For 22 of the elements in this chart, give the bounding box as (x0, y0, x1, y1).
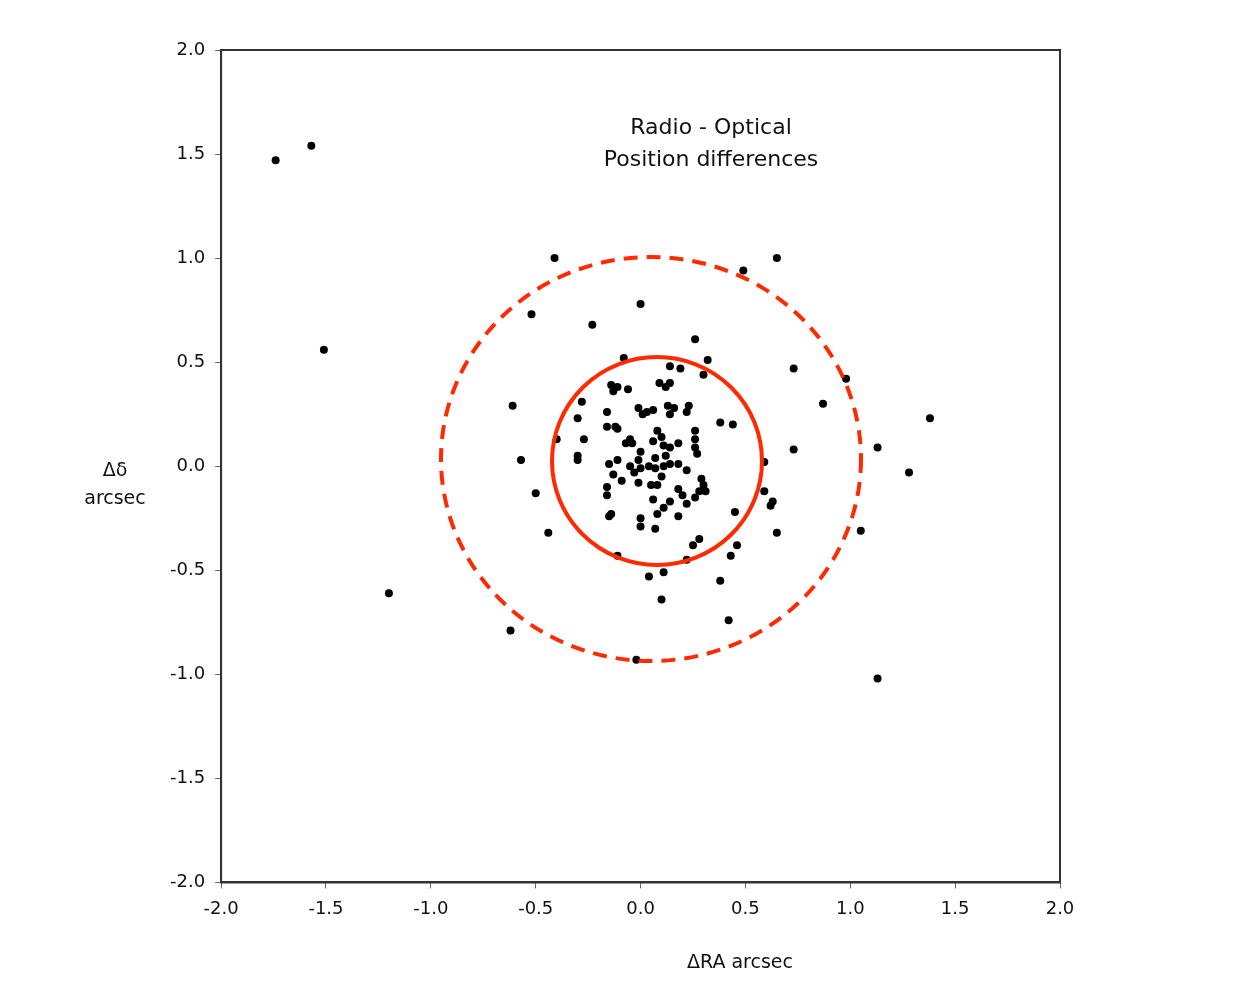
text: Position differences (603, 145, 819, 171)
x-tick-label: -2.0 (203, 896, 239, 918)
text: Radio - Optical (630, 113, 792, 139)
y-axis-title: Δδ arcsec (83, 457, 147, 510)
x-tick-label: 0.5 (731, 896, 760, 918)
y-tick-label: 0.5 (176, 349, 206, 371)
y-tick-label: -0.5 (170, 557, 206, 579)
x-tick-label: -0.5 (518, 896, 554, 918)
x-axis-title: ΔRA arcsec (686, 950, 794, 972)
y-tick-label: 2.0 (176, 37, 206, 59)
x-tick-label: -1.0 (413, 896, 449, 918)
x-tick-label: 1.5 (940, 896, 970, 918)
y-tick-label: 1.0 (176, 245, 206, 267)
y-tick-label: -1.5 (170, 766, 206, 788)
y-tick-label: -1.0 (170, 661, 206, 683)
x-tick-label: 1.0 (835, 896, 865, 918)
y-tick-label: 0.0 (176, 453, 206, 475)
x-tick-label: 2.0 (1045, 896, 1075, 918)
y-tick-label: 1.5 (176, 141, 206, 163)
y-tick-label: -2.0 (170, 870, 206, 892)
x-tick-label: 0.0 (626, 896, 655, 918)
x-tick-label: -1.5 (308, 896, 344, 918)
